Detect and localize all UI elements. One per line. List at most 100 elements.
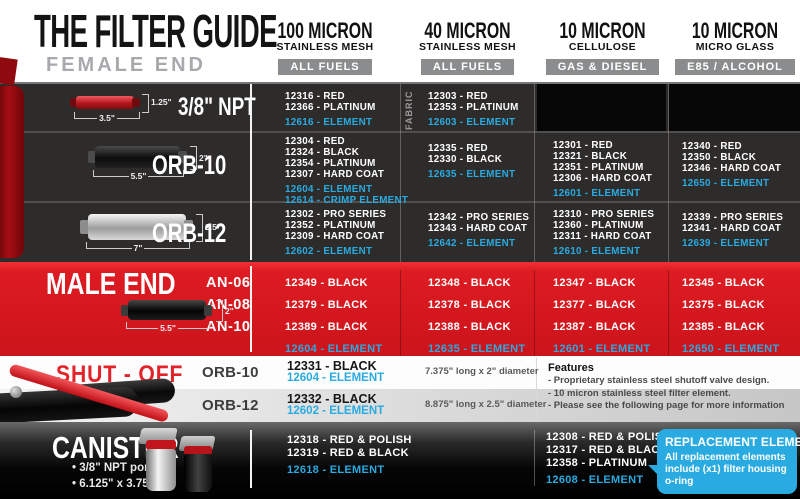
part-number: 12319 - RED & BLACK bbox=[287, 447, 409, 459]
filter-fitting bbox=[132, 98, 140, 107]
column-media: STAINLESS MESH bbox=[419, 41, 516, 53]
shutoff-orb10-label: ORB-10 bbox=[202, 364, 259, 381]
part-number: 12385 - BLACK bbox=[682, 321, 765, 333]
part-number: 12340 - RED bbox=[682, 141, 742, 152]
height-dim-label: 2" bbox=[225, 306, 234, 316]
length-dim-bracket: 3.5" bbox=[74, 112, 140, 123]
silver-orb12-filter-image bbox=[88, 214, 186, 240]
part-number: 12321 - BLACK bbox=[553, 151, 628, 162]
cell-orb12-cellulose: 12310 - PRO SERIES 12360 - PLATINUM 12311 … bbox=[553, 209, 678, 257]
part-number: 12360 - PLATINUM bbox=[553, 220, 644, 231]
an06-label: AN-06 bbox=[206, 275, 251, 291]
canister-silver-body-image bbox=[146, 449, 176, 491]
part-number: 12603 - ELEMENT bbox=[428, 117, 516, 128]
canister-bullet: • 3/8" NPT ports. bbox=[72, 462, 162, 474]
size-description: 7.375" long x 2" diameter bbox=[425, 366, 539, 377]
part-number: 12306 - HARD COAT bbox=[553, 173, 653, 184]
part-number: 12307 - HARD COAT bbox=[285, 169, 385, 180]
part-number-element: 12604 - ELEMENT bbox=[287, 372, 385, 384]
column-media: CELLULOSE bbox=[568, 41, 637, 53]
column-micron: 100 MICRON bbox=[277, 18, 373, 43]
cell-orb12-100micron: 12302 - PRO SERIES 12352 - PLATINUM 12309 … bbox=[285, 209, 430, 257]
part-number: 12350 - BLACK bbox=[682, 152, 757, 163]
part-number: 12316 - RED bbox=[285, 91, 345, 102]
part-number: 12610 - ELEMENT bbox=[553, 246, 641, 257]
part-number: 12311 - HARD COAT bbox=[553, 231, 652, 242]
filter-fitting bbox=[121, 305, 129, 316]
height-dim-bracket bbox=[216, 300, 223, 322]
filter-fitting bbox=[178, 151, 187, 163]
filter-fitting bbox=[88, 151, 96, 163]
height-dim-label: 2" bbox=[199, 153, 208, 163]
main-divider bbox=[250, 84, 252, 260]
column-header-10-micron-micro-glass: 10 MICRON MICRO GLASS E85 / ALCOHOL bbox=[665, 20, 800, 75]
cell-orb10-100micron: 12304 - RED 12324 - BLACK 12354 - PLATINUM… bbox=[285, 136, 430, 206]
part-number: 12317 - RED & BLACK bbox=[546, 444, 668, 456]
part-number: 12601 - ELEMENT bbox=[553, 188, 641, 199]
part-number: 12614 - CRIMP ELEMENT bbox=[285, 195, 409, 206]
fuel-badge: E85 / ALCOHOL bbox=[675, 59, 795, 75]
part-number: 12341 - HARD COAT bbox=[682, 223, 782, 234]
column-header-100-micron: 100 MICRON STAINLESS MESH ALL FUELS bbox=[240, 20, 410, 75]
cell-orb12-40micron: 12342 - PRO SERIES 12343 - HARD COAT 12642… bbox=[428, 212, 553, 249]
lever-pivot bbox=[10, 386, 22, 398]
part-number: 12330 - BLACK bbox=[428, 154, 503, 165]
filter-fitting bbox=[80, 220, 89, 234]
part-number: 12349 - BLACK bbox=[285, 277, 368, 289]
height-dim-bracket bbox=[196, 214, 203, 242]
shutoff-orb12-label: ORB-12 bbox=[202, 397, 259, 414]
cell-canister-cellulose: 12308 - RED & POLISH 12317 - RED & BLACK 1… bbox=[546, 431, 676, 487]
part-number: 12310 - PRO SERIES bbox=[553, 209, 655, 220]
row-separator bbox=[0, 201, 800, 203]
part-number: 12366 - PLATINUM bbox=[285, 102, 376, 113]
part-number: 12339 - PRO SERIES bbox=[682, 212, 784, 223]
part-number: 12346 - HARD COAT bbox=[682, 163, 782, 174]
part-number-element: 12650 - ELEMENT bbox=[682, 343, 780, 355]
column-divider bbox=[536, 358, 537, 420]
column-micron: 10 MICRON bbox=[691, 18, 779, 43]
an10-label: AN-10 bbox=[206, 319, 251, 335]
empty-cell bbox=[537, 84, 666, 131]
part-number: 12642 - ELEMENT bbox=[428, 238, 516, 249]
part-number: 12343 - HARD COAT bbox=[428, 223, 528, 234]
features-list: - Proprietary stainless steel shutoff va… bbox=[548, 375, 788, 413]
part-number: 12639 - ELEMENT bbox=[682, 238, 770, 249]
part-number-element: 12602 - ELEMENT bbox=[287, 405, 385, 417]
replacement-elements-callout: REPLACEMENT ELEMENTS All replacement ele… bbox=[657, 429, 800, 494]
part-number: 12352 - PLATINUM bbox=[285, 220, 376, 231]
list-item: - Please see the following page for more… bbox=[548, 400, 785, 411]
black-orb10-filter-image bbox=[95, 146, 180, 168]
canister-red-cap bbox=[184, 446, 212, 455]
black-male-filter-image bbox=[128, 300, 206, 320]
length-dim-bracket: 5.5" bbox=[126, 322, 210, 333]
row-separator bbox=[0, 131, 800, 133]
red-inline-filter-image bbox=[76, 96, 134, 109]
height-dim-label: 1.25" bbox=[151, 97, 172, 107]
cell-orb10-microglass: 12340 - RED 12350 - BLACK 12346 - HARD COA… bbox=[682, 141, 800, 189]
part-number: 12358 - PLATINUM bbox=[546, 457, 648, 469]
part-number: 12324 - BLACK bbox=[285, 147, 360, 158]
part-number: 12318 - RED & POLISH bbox=[287, 434, 412, 446]
part-number: 12308 - RED & POLISH bbox=[546, 431, 671, 443]
page-title: THE FILTER GUIDE bbox=[34, 5, 277, 57]
part-number: 12602 - ELEMENT bbox=[285, 246, 373, 257]
part-number: 12388 - BLACK bbox=[428, 321, 511, 333]
part-number: 12378 - BLACK bbox=[428, 299, 511, 311]
filter-fitting bbox=[70, 98, 78, 107]
replacement-body: All replacement elements include (x1) fi… bbox=[665, 452, 787, 487]
column-media: STAINLESS MESH bbox=[276, 41, 374, 53]
column-divider bbox=[534, 430, 535, 486]
column-micron: 10 MICRON bbox=[559, 18, 646, 43]
filter-fitting bbox=[184, 220, 193, 234]
cell-canister-100micron: 12318 - RED & POLISH 12319 - RED & BLACK 1… bbox=[287, 434, 437, 477]
part-number: 12302 - PRO SERIES bbox=[285, 209, 387, 220]
part-number: 12635 - ELEMENT bbox=[428, 169, 516, 180]
part-number: 12377 - BLACK bbox=[553, 299, 636, 311]
cell-orb10-40micron: 12335 - RED 12330 - BLACK 12635 - ELEMENT bbox=[428, 143, 553, 180]
height-dim-label: 2.5" bbox=[205, 222, 221, 232]
part-number: 12348 - BLACK bbox=[428, 277, 511, 289]
section-label-female-end: FEMALE END bbox=[46, 54, 206, 76]
part-number: 12387 - BLACK bbox=[553, 321, 636, 333]
cell-orb12-microglass: 12339 - PRO SERIES 12341 - HARD COAT 12639… bbox=[682, 212, 800, 249]
part-number: 12618 - ELEMENT bbox=[287, 464, 385, 476]
